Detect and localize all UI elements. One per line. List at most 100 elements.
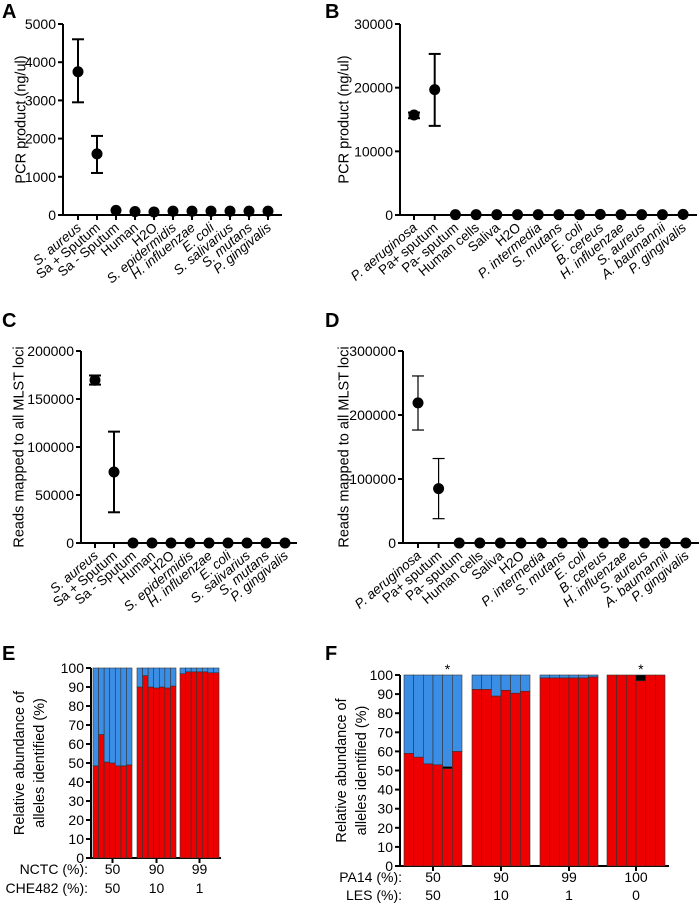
data-point <box>491 209 503 221</box>
data-point <box>512 209 523 221</box>
data-point <box>146 537 158 549</box>
data-point <box>636 209 648 221</box>
allele-secondary-segment <box>578 674 589 679</box>
allele-secondary-segment <box>142 667 149 676</box>
allele-primary-segment <box>179 673 186 859</box>
data-point <box>656 209 668 221</box>
y-tick-label: 20 <box>68 812 84 828</box>
allele-secondary-segment <box>98 667 105 735</box>
data-point <box>659 537 671 549</box>
allele-secondary-segment <box>539 674 550 679</box>
allele-secondary-segment <box>413 674 424 758</box>
y-axis-title: Relative abundance of <box>334 697 350 842</box>
y-tick-label: 5000 <box>25 16 56 32</box>
allele-primary-segment <box>510 692 521 867</box>
y-axis-title: Reads mapped to all MLST loci <box>337 346 353 547</box>
allele-secondary-segment <box>109 667 116 764</box>
allele-primary-segment <box>213 672 220 859</box>
allele-secondary-segment <box>136 667 143 688</box>
y-tick-label: 50000 <box>35 487 74 503</box>
data-point <box>615 209 627 221</box>
row-label: PA14 (%): <box>339 869 402 885</box>
allele-secondary-segment <box>481 674 492 690</box>
allele-secondary-segment <box>442 674 453 767</box>
y-tick-label: 0 <box>76 850 84 866</box>
y-tick-label: 10000 <box>354 143 393 159</box>
allele-primary-segment <box>423 763 434 867</box>
data-point <box>110 204 122 216</box>
group-label: 50 <box>425 869 441 885</box>
allele-primary-segment <box>645 674 656 867</box>
row-label: LES (%): <box>346 887 402 903</box>
data-point <box>205 205 217 217</box>
y-tick-label: 80 <box>377 705 393 721</box>
data-point <box>412 397 424 409</box>
panel-letter: A <box>2 1 16 23</box>
allele-primary-segment <box>568 677 579 867</box>
data-point <box>224 205 236 217</box>
allele-primary-segment <box>201 671 209 859</box>
y-tick-label: 90 <box>68 679 84 695</box>
allele-primary-segment <box>109 762 116 859</box>
data-point <box>262 205 274 217</box>
allele-secondary-segment <box>207 667 214 674</box>
data-point <box>108 466 120 478</box>
allele-primary-segment <box>196 671 203 859</box>
panel-letter: D <box>325 310 339 332</box>
allele-secondary-segment <box>432 674 443 766</box>
allele-primary-segment <box>491 695 502 867</box>
data-point <box>184 537 196 549</box>
group-label: 10 <box>493 887 509 903</box>
allele-primary-segment <box>481 689 492 867</box>
y-tick-label: 30 <box>377 801 393 817</box>
allele-primary-segment <box>126 764 133 859</box>
data-point <box>433 483 445 495</box>
data-point <box>429 84 441 96</box>
data-point <box>618 537 630 549</box>
data-point <box>532 209 544 221</box>
allele-secondary-segment <box>147 667 155 688</box>
allele-primary-segment <box>626 674 637 867</box>
y-tick-label: 40 <box>68 774 84 790</box>
allele-primary-segment <box>92 765 99 859</box>
data-point <box>639 537 651 549</box>
data-point <box>408 109 420 121</box>
y-tick-label: 0 <box>385 207 393 223</box>
allele-primary-segment <box>403 753 414 867</box>
allele-primary-segment <box>635 680 646 867</box>
allele-primary-segment <box>114 765 122 859</box>
y-tick-label: 40 <box>377 782 393 798</box>
allele-secondary-segment <box>403 674 414 754</box>
panel-letter: E <box>2 643 15 665</box>
y-tick-label: 200000 <box>349 407 396 423</box>
allele-primary-segment <box>452 751 463 867</box>
allele-secondary-segment <box>201 667 209 673</box>
y-tick-label: 100000 <box>27 439 74 455</box>
y-tick-label: 100000 <box>349 471 396 487</box>
group-label: 99 <box>192 861 208 877</box>
group-label: 1 <box>196 880 204 896</box>
allele-secondary-segment <box>120 667 127 767</box>
y-tick-label: 10 <box>377 839 393 855</box>
allele-primary-segment <box>147 686 155 859</box>
allele-secondary-segment <box>196 667 203 673</box>
allele-secondary-segment <box>103 667 111 763</box>
allele-primary-segment <box>158 686 166 859</box>
panel-a: A 0 1000 2000 3000 4000 5000 PCR product (ng/ul… <box>2 1 282 286</box>
data-point <box>89 374 101 386</box>
y-tick-label: 3000 <box>25 92 56 108</box>
y-tick-label: 4000 <box>25 54 56 70</box>
allele-secondary-segment <box>588 674 599 678</box>
data-point <box>577 537 589 549</box>
allele-primary-segment <box>207 672 214 859</box>
y-tick-label: 30000 <box>354 16 393 32</box>
allele-primary-segment <box>578 677 589 867</box>
data-point <box>148 206 160 218</box>
row-label: CHE482 (%): <box>6 880 88 896</box>
data-point <box>279 537 291 549</box>
allele-primary-segment <box>442 768 453 867</box>
allele-primary-segment <box>655 674 666 867</box>
allele-secondary-segment <box>559 674 570 679</box>
allele-primary-segment <box>549 677 560 867</box>
y-tick-label: 100 <box>61 660 85 676</box>
